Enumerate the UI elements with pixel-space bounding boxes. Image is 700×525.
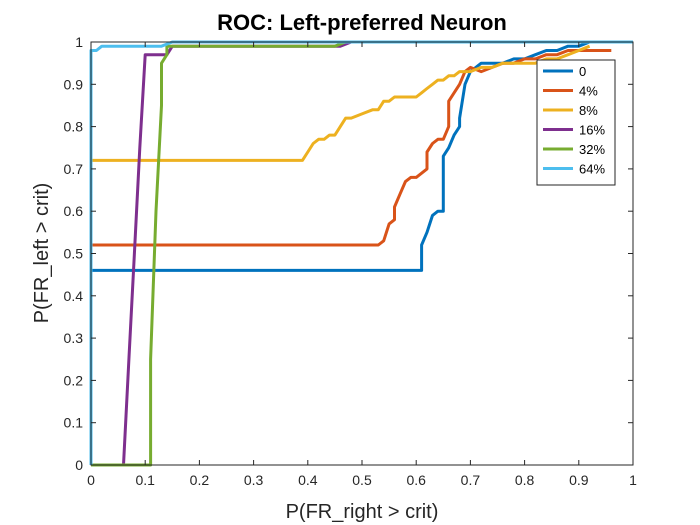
y-tick-label: 0.8 <box>64 119 84 135</box>
y-tick-label: 0.4 <box>64 288 84 304</box>
legend-label: 4% <box>579 84 598 99</box>
legend: 0 4% 8% 16% 32% 64% <box>536 59 616 186</box>
ticks-layer: 0 0.1 0.2 0.3 0.4 0.5 0.6 0.7 0.8 0.9 1 0 0.1 0.2 0.3 0… <box>64 34 638 488</box>
y-tick-label: 0.7 <box>64 161 84 177</box>
y-tick-label: 0.1 <box>64 415 84 431</box>
series-line-4 <box>91 40 633 467</box>
x-tick-label: 0.9 <box>569 472 589 488</box>
legend-box <box>536 59 616 186</box>
x-tick-label: 0.3 <box>244 472 264 488</box>
y-tick-label: 0.6 <box>64 203 84 219</box>
y-axis-title: P(FR_left > crit) <box>31 183 53 324</box>
x-tick-label: 0.5 <box>352 472 372 488</box>
y-tick-label: 0.3 <box>64 330 84 346</box>
y-tick-label: 0.5 <box>64 246 84 262</box>
y-tick-label: 1 <box>75 34 83 50</box>
y-tick-label: 0.2 <box>64 372 84 388</box>
series-line-1 <box>91 49 612 247</box>
legend-label: 0 <box>579 64 586 79</box>
y-tick-label: 0.9 <box>64 76 84 92</box>
x-tick-label: 0.4 <box>298 472 318 488</box>
x-tick-label: 0.6 <box>406 472 426 488</box>
x-tick-label: 0 <box>87 472 95 488</box>
x-tick-label: 0.2 <box>190 472 210 488</box>
y-tick-label: 0 <box>75 457 83 473</box>
legend-label: 8% <box>579 103 598 118</box>
legend-label: 64% <box>579 162 605 177</box>
chart-title: ROC: Left-preferred Neuron <box>217 10 507 35</box>
legend-label: 32% <box>579 142 605 157</box>
series-line-2 <box>91 44 591 162</box>
x-axis-title: P(FR_right > crit) <box>286 501 439 523</box>
x-tick-label: 0.1 <box>135 472 155 488</box>
x-tick-label: 0.7 <box>461 472 481 488</box>
x-tick-label: 0.8 <box>515 472 535 488</box>
x-tick-label: 1 <box>629 472 637 488</box>
legend-label: 16% <box>579 123 605 138</box>
